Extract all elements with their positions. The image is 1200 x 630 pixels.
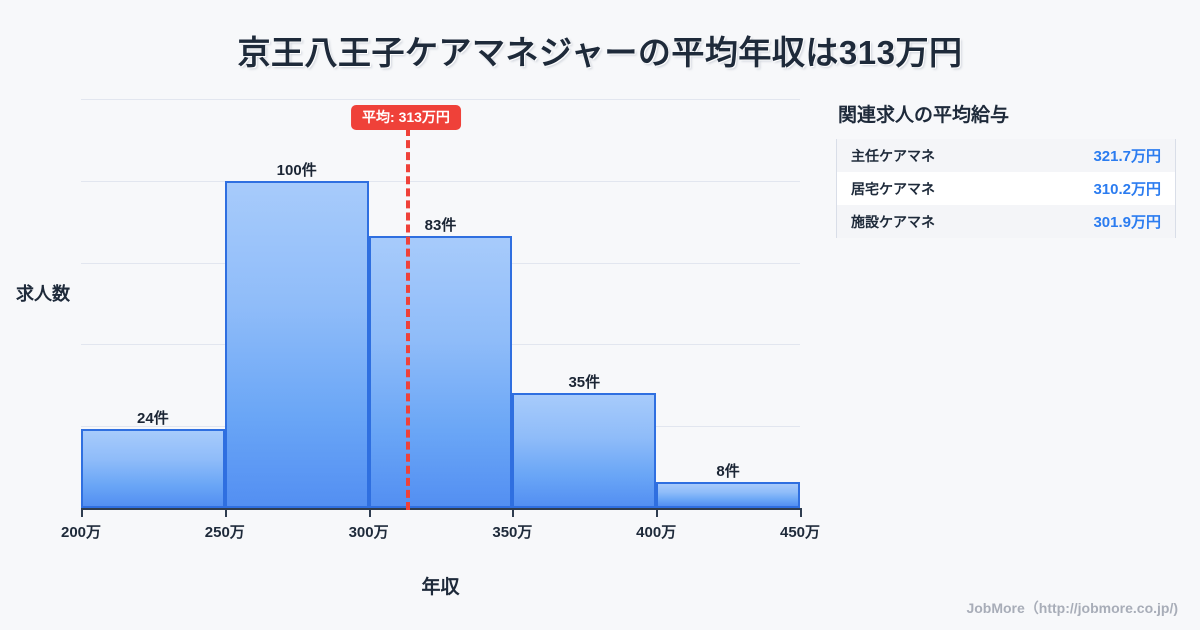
- y-axis-title: 求人数: [16, 284, 70, 304]
- bar-value-label: 8件: [716, 462, 740, 480]
- x-axis-tick: [368, 508, 371, 517]
- x-axis-line: [81, 508, 800, 510]
- x-axis-tick-label: 200万: [60, 524, 102, 541]
- salary-row-name: 主任ケアマネ: [851, 147, 935, 164]
- histogram-bar[interactable]: [81, 429, 225, 508]
- bar-value-label: 83件: [424, 217, 457, 235]
- x-axis-tick-label: 350万: [492, 524, 533, 541]
- salary-row-value: 301.9万円: [1093, 214, 1161, 231]
- salary-row-value: 321.7万円: [1093, 148, 1161, 165]
- related-salary-panel: 関連求人の平均給与 主任ケアマネ 321.7万円居宅ケアマネ 310.2万円施設ケア…: [836, 100, 1176, 238]
- x-axis-tick-label: 250万: [204, 524, 245, 541]
- gridline: [81, 99, 800, 100]
- x-axis-tick: [81, 508, 83, 517]
- salary-row-name: 施設ケアマネ: [851, 213, 935, 230]
- page-title: 京王八王子ケアマネジャーの平均年収は313万円: [237, 34, 963, 71]
- salary-table-row[interactable]: 施設ケアマネ 301.9万円: [837, 205, 1175, 238]
- gridline: [81, 180, 800, 182]
- plot-area: 24件 100件 83件 35件 8件: [81, 99, 800, 508]
- related-salary-title: 関連求人の平均給与: [838, 105, 1010, 126]
- footer-watermark: JobMore（http://jobmore.co.jp/): [966, 600, 1178, 616]
- bar-value-label: 100件: [276, 161, 317, 179]
- x-axis-tick-label: 300万: [348, 524, 389, 541]
- related-salary-table: 主任ケアマネ 321.7万円居宅ケアマネ 310.2万円施設ケアマネ 301.9万円: [836, 139, 1176, 238]
- salary-table-row[interactable]: 居宅ケアマネ 310.2万円: [837, 172, 1175, 205]
- histogram-chart: 求人数 24件 100件 83件 35件 8件 平均: 313万円 年収 200万 250…: [16, 99, 821, 598]
- x-axis-tick: [512, 508, 515, 517]
- x-axis-tick-label: 400万: [636, 524, 677, 541]
- bar-value-label: 35件: [568, 374, 601, 392]
- x-axis-tick: [656, 508, 659, 517]
- mean-line: [405, 128, 410, 510]
- histogram-bar[interactable]: [368, 236, 513, 508]
- bar-value-label: 24件: [137, 410, 169, 428]
- mean-badge: 平均: 313万円: [351, 105, 461, 131]
- salary-row-name: 居宅ケアマネ: [851, 180, 935, 197]
- histogram-bar[interactable]: [656, 481, 800, 508]
- x-axis-tick: [224, 508, 227, 517]
- x-axis-tick: [800, 508, 802, 517]
- salary-row-value: 310.2万円: [1093, 181, 1161, 198]
- histogram-bar[interactable]: [224, 180, 369, 508]
- x-axis-title: 年収: [421, 577, 460, 598]
- histogram-bar[interactable]: [512, 393, 657, 508]
- x-axis-tick-label: 450万: [779, 524, 821, 541]
- salary-table-row[interactable]: 主任ケアマネ 321.7万円: [837, 139, 1175, 172]
